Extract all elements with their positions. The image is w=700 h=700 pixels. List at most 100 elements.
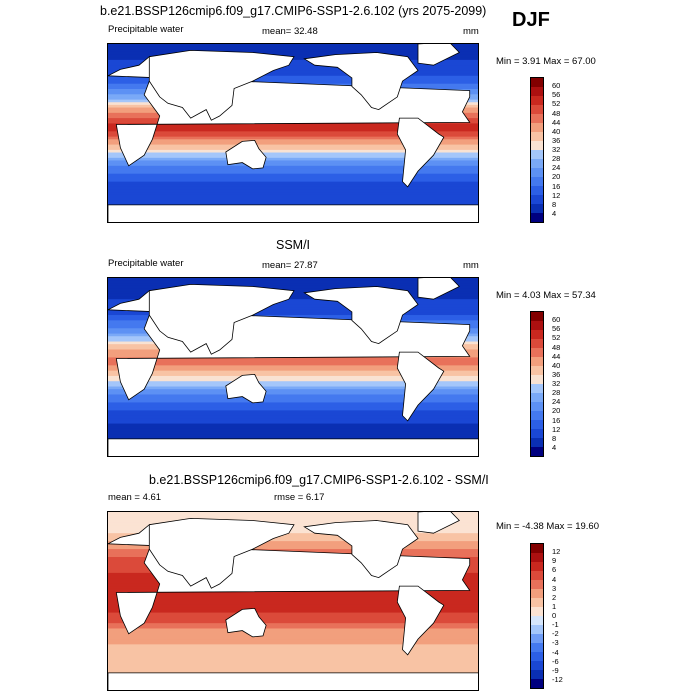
- colorbar-tick-label: 4: [552, 208, 557, 218]
- field-band--43.8: [108, 641, 478, 645]
- field-band-56.3: [108, 67, 478, 72]
- field-band--13.8: [108, 375, 478, 380]
- field-band--38.8: [108, 168, 478, 172]
- colorbar-tick-label: 28: [552, 388, 561, 398]
- field-band--8.8: [108, 604, 478, 608]
- colorbar-tick-label: 60: [552, 81, 561, 91]
- colorbar-segment: [531, 105, 543, 114]
- field-band--26.3: [108, 623, 478, 627]
- colorbar-tick-label: 32: [552, 145, 561, 154]
- field-band-3.8: [108, 591, 478, 595]
- panel1-units-label: mm: [463, 26, 479, 37]
- colorbar-segment: [531, 213, 543, 222]
- colorbar-segment: [531, 625, 543, 634]
- colorbar-segment: [531, 562, 543, 571]
- colorbar-tick-label: 1: [552, 601, 557, 611]
- field-band-53.8: [108, 70, 478, 74]
- field-band--63.8: [108, 662, 478, 667]
- field-band--58.8: [108, 189, 478, 193]
- field-band--18.8: [108, 615, 478, 619]
- field-band-56.3: [108, 301, 478, 306]
- field-band--46.3: [108, 644, 478, 648]
- panel3-mean-label: mean = 4.61: [108, 492, 162, 503]
- field-band--31.3: [108, 394, 478, 398]
- field-band-76.3: [108, 280, 478, 284]
- panel1-variable-label: Precipitable water: [108, 24, 184, 35]
- field-band-76.3: [108, 514, 478, 518]
- field-band--48.8: [108, 179, 478, 183]
- field-band--18.8: [108, 381, 478, 385]
- colorbar-segment: [531, 330, 543, 339]
- colorbar-segment: [531, 679, 543, 688]
- colorbar-segment: [531, 195, 543, 204]
- colorbar-tick-label: 56: [552, 324, 561, 334]
- field-band--23.8: [108, 152, 478, 156]
- panel2-units-label: mm: [463, 260, 479, 271]
- field-band--21.3: [108, 149, 478, 154]
- field-band--16.3: [108, 612, 478, 616]
- colorbar-tick-label: -3: [552, 638, 559, 648]
- field-band--51.3: [108, 415, 478, 419]
- field-band-48.8: [108, 543, 478, 548]
- colorbar-segment: [531, 321, 543, 330]
- colorbar-tick-label: 3: [552, 583, 557, 593]
- colorbar-tick-label: 8: [552, 433, 557, 443]
- land-asia: [148, 517, 295, 589]
- colorbar-segment: [531, 544, 543, 553]
- panel2-map-svg: [108, 278, 478, 456]
- field-band--26.3: [108, 389, 478, 393]
- colorbar-segment: [531, 150, 543, 159]
- field-band-63.8: [108, 293, 478, 298]
- field-band-43.8: [108, 81, 478, 85]
- field-band--23.8: [108, 386, 478, 390]
- colorbar-tick-label: 16: [552, 415, 561, 425]
- colorbar-tick-label: 4: [552, 574, 557, 584]
- field-band-76.3: [108, 46, 478, 50]
- colorbar-tick-label: 2: [552, 592, 557, 602]
- colorbar-segment: [531, 420, 543, 429]
- panel1-map: [107, 43, 479, 223]
- colorbar-tick-label: 4: [552, 442, 557, 452]
- field-band-51.3: [108, 541, 478, 545]
- colorbar-tick-label: 48: [552, 108, 561, 118]
- field-band--51.3: [108, 181, 478, 185]
- field-band-46.3: [108, 78, 478, 82]
- colorbar-segment: [531, 366, 543, 375]
- field-band--33.8: [108, 163, 478, 167]
- field-band--66.3: [108, 197, 478, 201]
- colorbar-tick-label: 16: [552, 181, 561, 191]
- colorbar-tick-label: 48: [552, 342, 561, 352]
- field-band--28.8: [108, 391, 478, 396]
- panel2-variable-label: Precipitable water: [108, 258, 184, 269]
- field-band--11.3: [108, 139, 478, 143]
- colorbar-tick-label: 52: [552, 333, 561, 343]
- field-band--18.8: [108, 147, 478, 151]
- colorbar-tick-label: 12: [552, 424, 561, 434]
- field-band-73.8: [108, 49, 478, 53]
- land-north-america: [303, 286, 419, 345]
- field-band--13.8: [108, 141, 478, 146]
- colorbar-segment: [531, 616, 543, 625]
- colorbar-segment: [531, 141, 543, 150]
- colorbar-segment: [531, 186, 543, 195]
- field-band--61.3: [108, 426, 478, 430]
- field-band-58.8: [108, 299, 478, 303]
- land-australia: [225, 607, 267, 638]
- colorbar-tick-label: 40: [552, 360, 561, 370]
- field-band--48.8: [108, 647, 478, 651]
- colorbar-tick-label: 0: [552, 611, 557, 620]
- season-label: DJF: [512, 9, 550, 31]
- land-australia: [225, 373, 267, 404]
- colorbar-tick-label: 8: [552, 199, 557, 209]
- field-band--28.8: [108, 625, 478, 630]
- colorbar-segment: [531, 661, 543, 670]
- field-band--58.8: [108, 657, 478, 661]
- field-band--6.3: [108, 368, 478, 372]
- colorbar-tick-label: 32: [552, 379, 561, 388]
- colorbar-segment: [531, 114, 543, 123]
- field-band--3.8: [108, 599, 478, 603]
- colorbar-segment: [531, 607, 543, 616]
- colorbar-segment: [531, 177, 543, 186]
- colorbar-segment: [531, 87, 543, 96]
- colorbar-tick-label: -9: [552, 665, 559, 675]
